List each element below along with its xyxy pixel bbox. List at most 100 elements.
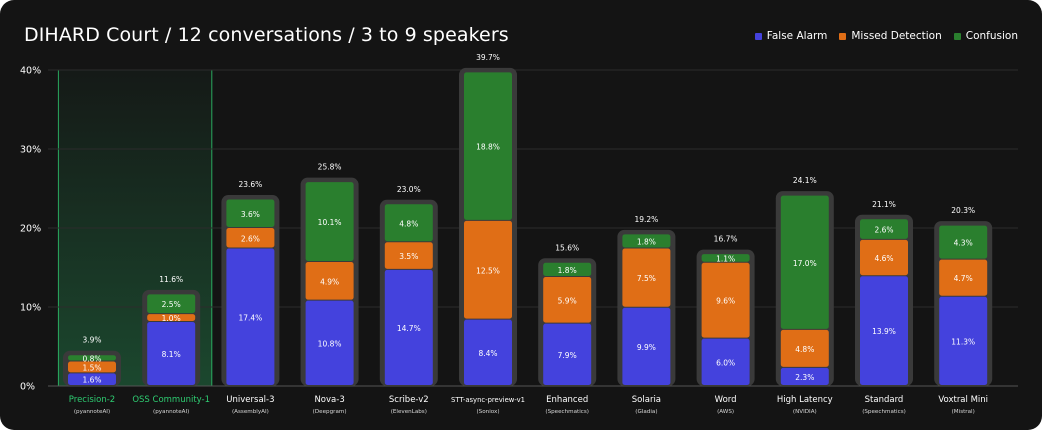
x-tick-vendor-label: (AssemblyAI): [232, 409, 269, 415]
segment-value-label: 9.9%: [637, 343, 656, 352]
bar-segment-false-alarm: [305, 300, 354, 385]
x-tick-label: Solaria: [632, 395, 661, 405]
segment-value-label: 18.8%: [476, 143, 500, 152]
segment-value-label: 9.6%: [716, 297, 735, 306]
segment-value-label: 3.5%: [399, 252, 418, 261]
y-tick-label: 40%: [20, 66, 41, 77]
bar-segment-confusion: [860, 219, 908, 239]
segment-value-label: 4.8%: [795, 345, 814, 354]
bar-segment-confusion: [780, 195, 829, 329]
bar-segment-false-alarm: [543, 323, 592, 385]
x-tick-vendor-label: (ElevenLabs): [391, 409, 427, 415]
bar-total-label: 23.0%: [397, 185, 421, 194]
legend-item-missed-detection: Missed Detection: [839, 30, 942, 42]
segment-value-label: 17.0%: [793, 259, 817, 268]
bar-segment-confusion: [305, 182, 354, 261]
legend-item-false-alarm: False Alarm: [754, 30, 828, 42]
x-tick-label: Enhanced: [546, 395, 588, 405]
bar-segment-false-alarm: [226, 248, 275, 385]
segment-value-label: 5.9%: [558, 296, 577, 305]
segment-value-label: 1.8%: [558, 266, 577, 275]
bar-total-label: 21.1%: [872, 200, 896, 209]
bar-total-label: 24.1%: [793, 176, 817, 185]
bar-segment-missed-detection: [305, 261, 354, 300]
bar-segment-confusion: [384, 204, 433, 242]
bar-segment-false-alarm: [384, 269, 433, 385]
segment-value-label: 2.3%: [795, 373, 814, 382]
x-tick-label: Nova-3: [314, 395, 344, 405]
x-tick-vendor-label: (Gladia): [635, 409, 657, 415]
x-tick-label: Standard: [865, 395, 904, 405]
chart-legend: False Alarm Missed Detection Confusion: [754, 30, 1018, 42]
x-tick-label: Scribe-v2: [389, 395, 429, 405]
segment-value-label: 6.0%: [716, 358, 735, 367]
bar-segment-missed-detection: [860, 239, 908, 276]
segment-value-label: 12.5%: [476, 266, 500, 275]
chart-title: DIHARD Court / 12 conversations / 3 to 9…: [24, 24, 509, 46]
x-tick-vendor-label: (pyannoteAI): [74, 409, 110, 415]
bar-total-label: 25.8%: [318, 163, 342, 172]
segment-value-label: 1.6%: [82, 376, 101, 385]
segment-value-label: 14.7%: [397, 324, 421, 333]
bar-segment-confusion: [543, 262, 592, 276]
bar-segment-false-alarm: [622, 307, 671, 385]
bar-segment-false-alarm: [147, 322, 196, 385]
segment-value-label: 17.4%: [238, 313, 262, 322]
bar-segment-confusion: [464, 72, 512, 220]
segment-value-label: 1.0%: [162, 314, 181, 323]
bar-segment-confusion: [68, 355, 116, 361]
x-tick-vendor-label: (pyannoteAI): [153, 409, 189, 415]
bar-segment-missed-detection: [939, 259, 988, 296]
segment-value-label: 11.3%: [951, 337, 975, 346]
x-tick-label: OSS Community-1: [132, 395, 210, 405]
legend-label-confusion: Confusion: [965, 30, 1018, 42]
segment-value-label: 10.1%: [318, 218, 342, 227]
segment-value-label: 2.6%: [241, 234, 260, 243]
segment-value-label: 10.8%: [318, 339, 342, 348]
x-tick-vendor-label: (AWS): [717, 409, 734, 415]
bar-total-label: 39.7%: [476, 53, 500, 62]
bar-segment-false-alarm: [780, 367, 829, 385]
x-tick-vendor-label: (Speechmatics): [862, 409, 906, 415]
bar-segment-missed-detection: [68, 361, 116, 373]
segment-value-label: 2.6%: [874, 226, 893, 235]
bar-segment-missed-detection: [226, 228, 275, 248]
x-tick-label: STT-async-preview-v1: [451, 396, 525, 404]
bar-total-label: 16.7%: [714, 235, 738, 244]
bar-total-label: 23.6%: [238, 180, 262, 189]
bar-segment-false-alarm: [701, 338, 750, 385]
bar-total-label: 11.6%: [159, 275, 183, 284]
bar-segment-missed-detection: [384, 242, 433, 269]
bar-segment-confusion: [939, 225, 988, 259]
segment-value-label: 13.9%: [872, 327, 896, 336]
y-tick-label: 30%: [20, 145, 41, 156]
segment-value-label: 3.6%: [241, 210, 260, 219]
bar-segment-missed-detection: [464, 220, 512, 319]
segment-value-label: 2.5%: [162, 300, 181, 309]
x-tick-vendor-label: (Deepgram): [313, 409, 347, 415]
legend-swatch-confusion: [953, 32, 961, 40]
legend-label-missed-detection: Missed Detection: [851, 30, 942, 42]
bar-segment-missed-detection: [543, 276, 592, 323]
bar-total-label: 20.3%: [951, 206, 975, 215]
bar-segment-false-alarm: [464, 319, 512, 385]
legend-swatch-missed-detection: [839, 32, 847, 40]
bar-segment-false-alarm: [939, 296, 988, 385]
y-tick-label: 20%: [20, 224, 41, 235]
bar-total-label: 19.2%: [634, 215, 658, 224]
bar-segment-false-alarm: [860, 276, 908, 385]
segment-value-label: 1.1%: [716, 254, 735, 263]
legend-item-confusion: Confusion: [953, 30, 1018, 42]
bar-segment-missed-detection: [147, 314, 196, 322]
segment-value-label: 4.6%: [874, 254, 893, 263]
y-tick-label: 10%: [20, 303, 41, 314]
x-tick-label: Precision-2: [69, 395, 115, 405]
legend-label-false-alarm: False Alarm: [766, 30, 828, 42]
segment-value-label: 4.9%: [320, 277, 339, 286]
x-tick-vendor-label: (NVIDIA): [793, 409, 817, 415]
segment-value-label: 1.5%: [82, 363, 101, 372]
bar-total-label: 3.9%: [82, 336, 101, 345]
segment-value-label: 4.8%: [399, 219, 418, 228]
